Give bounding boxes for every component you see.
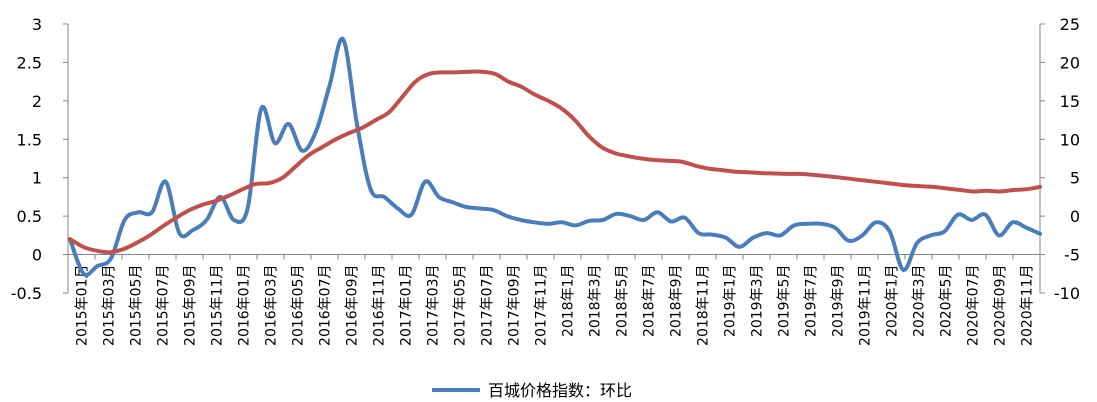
x-tick-label: 2017年07月: [480, 265, 496, 346]
x-tick-label: 2016年01月: [237, 265, 253, 346]
right-tick-label: 0: [1070, 207, 1080, 226]
x-tick-label: 2019年11月: [858, 265, 874, 346]
x-tick-label: 2015年03月: [102, 265, 118, 346]
x-tick-label: 2018年5月: [615, 265, 631, 338]
x-tick-label: 2017年03月: [426, 265, 442, 346]
x-tick-label: 2015年05月: [129, 265, 145, 346]
x-tick-label: 2015年09月: [183, 265, 199, 346]
x-tick-label: 2020年3月: [912, 265, 928, 338]
x-tick-label: 2015年01月: [75, 265, 91, 346]
right-tick-label: 5: [1070, 169, 1080, 188]
x-tick-label: 2020年5月: [939, 265, 955, 338]
left-tick-label: 0: [32, 246, 42, 265]
x-tick-label: 2018年9月: [669, 265, 685, 338]
x-tick-label: 2015年07月: [156, 265, 172, 346]
left-tick-label: 0.5: [17, 207, 42, 226]
x-tick-label: 2019年9月: [831, 265, 847, 338]
right-tick-label: 10: [1060, 130, 1080, 149]
chart-series: [68, 36, 1042, 277]
legend-label: 百城价格指数：环比: [488, 381, 632, 400]
chart-axes: -0.5 0 0.5 1 1.5 2 2.5 3 -10 -5 0 5 10 15 20 25 2015年01月…: [11, 15, 1080, 346]
right-tick-label: 25: [1060, 15, 1080, 34]
x-tick-label: 2016年09月: [345, 265, 361, 346]
x-tick-label: 2018年1月: [561, 265, 577, 338]
x-tick-label: 2017年05月: [453, 265, 469, 346]
left-tick-label: 2.5: [17, 53, 42, 72]
left-tick-label: 1.5: [17, 130, 42, 149]
x-tick-label: 2016年05月: [291, 265, 307, 346]
left-tick-label: 3: [32, 15, 42, 34]
x-tick-label: 2019年3月: [750, 265, 766, 338]
right-tick-label: 20: [1060, 53, 1080, 72]
x-tick-label: 2020年1月: [885, 265, 901, 338]
x-tick-label: 2017年09月: [507, 265, 523, 346]
right-tick-label: 15: [1060, 92, 1080, 111]
x-tick-label: 2016年07月: [318, 265, 334, 346]
x-tick-label: 2019年7月: [804, 265, 820, 338]
x-tick-label: 2017年01月: [399, 265, 415, 346]
series-line-right: [68, 69, 1042, 255]
x-tick-label: 2016年11月: [372, 265, 388, 346]
left-tick-label: 1: [32, 169, 42, 188]
left-tick-label: 2: [32, 92, 42, 111]
legend: 百城价格指数：环比: [432, 381, 632, 400]
x-tick-label: 2017年11月: [534, 265, 550, 346]
x-tick-label: 2020年07月: [966, 265, 982, 346]
x-tick-label: 2018年11月: [696, 265, 712, 346]
x-tick-label: 2019年1月: [723, 265, 739, 338]
x-tick-label: 2020年11月: [1020, 265, 1036, 346]
x-tick-label: 2015年11月: [210, 265, 226, 346]
series-line-left: [68, 36, 1042, 277]
x-tick-label: 2020年09月: [993, 265, 1009, 346]
right-tick-label: -5: [1064, 246, 1080, 265]
x-tick-label: 2018年7月: [642, 265, 658, 338]
right-tick-label: -10: [1054, 284, 1080, 303]
x-tick-label: 2018年3月: [588, 265, 604, 338]
x-tick-label: 2016年03月: [264, 265, 280, 346]
left-tick-label: -0.5: [11, 284, 42, 303]
x-tick-label: 2019年5月: [777, 265, 793, 338]
